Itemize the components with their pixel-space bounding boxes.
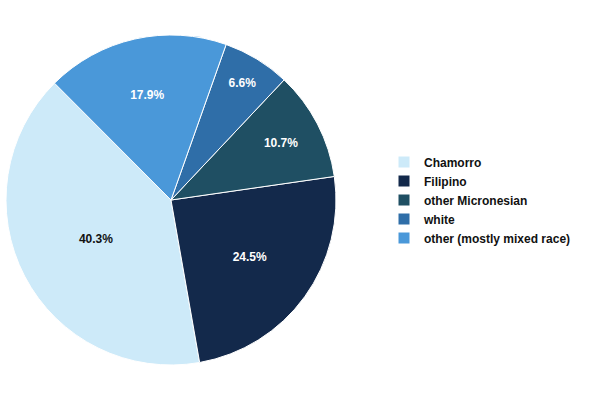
svg-text:other (mostly mixed race): other (mostly mixed race): [424, 232, 570, 246]
svg-text:24.5%: 24.5%: [233, 250, 267, 264]
svg-text:Chamorro: Chamorro: [424, 156, 481, 170]
svg-text:10.7%: 10.7%: [264, 136, 298, 150]
svg-text:white: white: [423, 213, 455, 227]
svg-text:40.3%: 40.3%: [79, 232, 113, 246]
svg-text:6.6%: 6.6%: [228, 76, 256, 90]
svg-text:17.9%: 17.9%: [130, 88, 164, 102]
svg-text:Filipino: Filipino: [424, 175, 467, 189]
svg-text:other Micronesian: other Micronesian: [424, 194, 527, 208]
